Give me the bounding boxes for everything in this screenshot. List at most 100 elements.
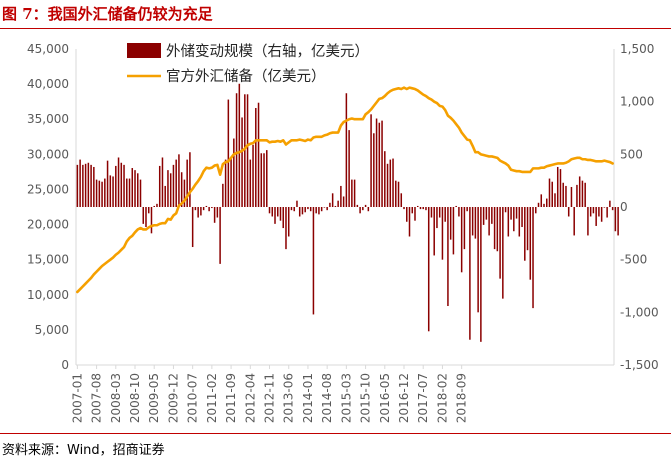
- bar: [337, 200, 339, 207]
- left-tick-label: 45,000: [27, 42, 69, 56]
- bar: [570, 186, 573, 207]
- bar: [304, 207, 306, 213]
- bar: [576, 184, 578, 207]
- left-tick-label: 30,000: [27, 147, 69, 161]
- left-tick-label: 20,000: [27, 218, 69, 232]
- bar: [211, 207, 213, 209]
- bar: [115, 165, 117, 207]
- bar: [277, 207, 279, 217]
- bar: [101, 181, 103, 207]
- bar: [164, 185, 166, 207]
- right-tick-label: -500: [620, 253, 647, 267]
- bar: [389, 159, 392, 207]
- bar: [515, 207, 518, 219]
- bar: [172, 164, 175, 207]
- bar: [356, 204, 359, 207]
- bar: [524, 207, 526, 261]
- bar: [373, 133, 375, 207]
- bar: [137, 173, 139, 207]
- bar: [406, 207, 408, 222]
- bar: [98, 180, 101, 207]
- bar: [252, 144, 254, 207]
- bar: [216, 207, 219, 218]
- bar: [559, 169, 562, 207]
- bar: [556, 166, 559, 207]
- bar: [600, 207, 603, 222]
- bar: [93, 166, 95, 207]
- bar: [548, 178, 551, 207]
- bar: [169, 173, 172, 207]
- bar: [353, 179, 356, 207]
- x-tick-label: 2018-02: [435, 373, 449, 423]
- x-tick-label: 2014-01: [301, 373, 315, 423]
- bar: [156, 203, 158, 207]
- bar: [260, 153, 263, 207]
- bar: [611, 207, 614, 211]
- fx-reserve-line: [76, 86, 614, 294]
- bar: [395, 180, 397, 207]
- bar: [392, 158, 394, 207]
- bar: [422, 207, 424, 210]
- bar: [147, 207, 150, 214]
- bar: [416, 205, 419, 207]
- bar: [540, 194, 543, 207]
- bar: [219, 207, 221, 264]
- bar: [279, 207, 282, 221]
- bar: [331, 193, 334, 207]
- bar: [609, 200, 611, 207]
- bar: [180, 172, 183, 207]
- bar: [189, 152, 191, 207]
- bar: [499, 207, 501, 279]
- bar: [139, 179, 142, 207]
- bar: [441, 207, 444, 260]
- bar: [386, 163, 389, 207]
- bar: [427, 207, 430, 332]
- bar: [532, 207, 534, 309]
- bar: [491, 207, 493, 224]
- bar: [307, 207, 309, 210]
- bar: [76, 164, 79, 207]
- bar: [345, 93, 348, 207]
- bar: [384, 151, 386, 207]
- bar: [312, 207, 315, 315]
- bar: [606, 207, 608, 218]
- bar: [436, 207, 438, 229]
- bar: [551, 181, 553, 207]
- bar: [411, 207, 414, 214]
- x-tick-label: 2015-10: [359, 373, 373, 423]
- bar: [128, 178, 131, 207]
- x-tick-label: 2008-10: [128, 373, 142, 423]
- right-tick-label: 500: [620, 147, 643, 161]
- x-tick-label: 2013-06: [282, 373, 296, 423]
- bar: [191, 207, 194, 248]
- legend: 外储变动规模（右轴，亿美元） 官方外汇储备（亿美元）: [127, 43, 369, 85]
- bar: [375, 118, 378, 207]
- right-tick-label: -1,500: [620, 358, 659, 372]
- bar: [496, 207, 499, 252]
- bar: [142, 207, 145, 224]
- bar: [526, 207, 529, 251]
- bar: [460, 207, 463, 273]
- x-tick-label: 2016-05: [378, 373, 392, 423]
- bar: [567, 207, 570, 217]
- bar: [458, 207, 460, 217]
- bar-series: [76, 83, 619, 342]
- bar: [186, 159, 188, 207]
- bar: [474, 207, 477, 239]
- bar: [238, 83, 241, 207]
- bar: [323, 207, 326, 208]
- right-tick-label: 0: [620, 200, 628, 214]
- bar: [82, 164, 84, 207]
- x-tick-label: 2010-07: [186, 373, 200, 423]
- bar: [282, 207, 284, 229]
- bar: [562, 182, 564, 207]
- x-tick-label: 2009-12: [166, 373, 180, 423]
- figure-title: 图 7：我国外汇储备仍较为充足: [2, 5, 213, 23]
- bar: [205, 205, 208, 207]
- bar: [263, 153, 265, 207]
- x-tick-label: 2007-08: [90, 373, 104, 423]
- bar: [158, 165, 161, 207]
- bar: [367, 207, 370, 212]
- x-tick-label: 2011-09: [224, 373, 238, 423]
